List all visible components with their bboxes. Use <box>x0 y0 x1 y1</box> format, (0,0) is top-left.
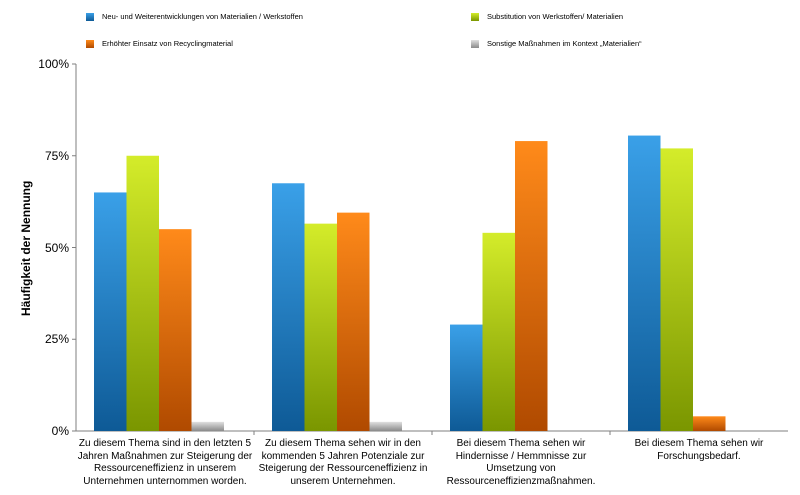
legend: Neu- und Weiterentwicklungen von Materia… <box>0 0 800 60</box>
y-tick-label: 75% <box>44 148 69 163</box>
bar-series-4-category-2 <box>369 421 402 431</box>
legend-label-series-3: Erhöhter Einsatz von Recyclingmaterial <box>102 39 233 48</box>
category-label-3: Bei diesem Thema sehen wir Hindernisse /… <box>446 438 596 487</box>
category-label-4: Bei diesem Thema sehen wir Forschungsbed… <box>634 438 764 462</box>
legend-item-series-2: Substitution von Werkstoffen/ Materialie… <box>471 12 623 21</box>
legend-label-series-1: Neu- und Weiterentwicklungen von Materia… <box>102 12 303 21</box>
y-tick-label: 25% <box>44 332 69 347</box>
bar-series-4-category-1 <box>191 421 224 431</box>
bar-series-2-category-4 <box>660 148 693 431</box>
y-tick-label: 0% <box>51 424 69 438</box>
bar-series-2-category-3 <box>482 232 515 431</box>
legend-item-series-4: Sonstige Maßnahmen im Kontext „Materiali… <box>471 39 642 48</box>
legend-item-series-3: Erhöhter Einsatz von Recyclingmaterial <box>86 39 233 48</box>
bar-series-2-category-2 <box>304 223 337 431</box>
legend-label-series-4: Sonstige Maßnahmen im Kontext „Materiali… <box>487 39 642 48</box>
bar-series-3-category-2 <box>337 212 370 431</box>
legend-swatch-series-1 <box>86 12 94 21</box>
legend-item-series-1: Neu- und Weiterentwicklungen von Materia… <box>86 12 303 21</box>
bar-series-3-category-3 <box>515 141 548 431</box>
bar-series-3-category-4 <box>693 416 726 431</box>
category-label-1: Zu diesem Thema sind in den letzten 5 Ja… <box>77 438 253 487</box>
y-tick-label: 100% <box>38 57 69 71</box>
category-label-2: Zu diesem Thema sehen wir in den kommend… <box>258 438 428 487</box>
y-tick-label: 50% <box>44 240 69 255</box>
legend-swatch-series-3 <box>86 39 94 48</box>
bar-series-1-category-3 <box>450 324 483 431</box>
legend-label-series-2: Substitution von Werkstoffen/ Materialie… <box>487 12 624 21</box>
legend-swatch-series-4 <box>471 39 479 48</box>
bar-series-1-category-4 <box>628 135 661 431</box>
bar-series-1-category-2 <box>272 183 305 431</box>
legend-swatch-series-2 <box>471 12 479 21</box>
bar-series-3-category-1 <box>159 229 192 431</box>
bar-series-1-category-1 <box>94 192 127 431</box>
bar-series-2-category-1 <box>126 155 159 431</box>
